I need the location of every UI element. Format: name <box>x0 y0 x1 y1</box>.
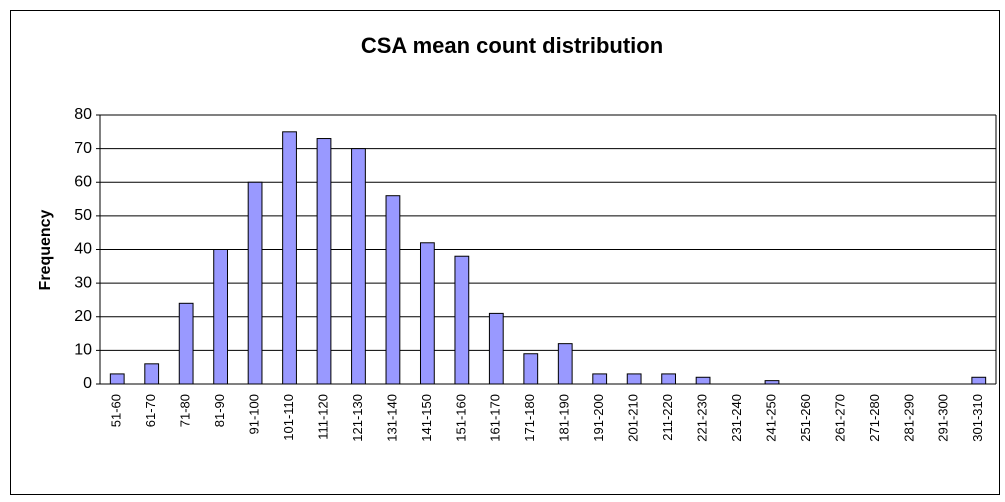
y-tick-label: 40 <box>74 241 92 258</box>
x-tick-label: 301-310 <box>970 394 985 442</box>
x-tick-label: 221-230 <box>695 394 710 442</box>
y-tick-label: 50 <box>74 207 92 224</box>
bar <box>351 148 366 385</box>
x-tick-label: 291-300 <box>936 394 951 442</box>
x-tick-label: 131-140 <box>384 394 399 442</box>
x-tick-label: 191-200 <box>591 394 606 442</box>
x-tick-label: 121-130 <box>350 394 365 442</box>
chart-title: CSA mean count distribution <box>361 33 663 58</box>
bar <box>764 380 780 385</box>
y-tick-label: 0 <box>83 375 92 392</box>
x-tick-label: 261-270 <box>832 394 847 442</box>
x-tick-label: 101-110 <box>281 394 296 441</box>
bar <box>247 181 263 385</box>
bar <box>316 138 332 385</box>
bar <box>592 373 608 385</box>
bar <box>626 373 642 385</box>
x-tick-label: 181-190 <box>557 394 572 442</box>
bar <box>419 242 435 385</box>
x-tick-label: 271-280 <box>867 394 882 442</box>
bar <box>282 131 297 385</box>
bar <box>178 302 194 385</box>
bar <box>488 312 504 385</box>
y-tick-label: 20 <box>74 308 92 325</box>
bar <box>523 353 539 385</box>
x-tick-label: 211-220 <box>660 394 675 441</box>
x-tick-label: 51-60 <box>109 394 124 427</box>
bar <box>109 373 125 385</box>
x-tick-label: 161-170 <box>488 394 503 442</box>
y-axis-label: Frequency <box>37 209 54 290</box>
bar <box>213 249 229 385</box>
x-tick-label: 231-240 <box>729 394 744 442</box>
x-tick-label: 151-160 <box>453 394 468 442</box>
y-tick-label: 30 <box>74 274 92 291</box>
x-tick-label: 71-80 <box>178 394 193 427</box>
x-tick-label: 171-180 <box>522 394 537 442</box>
bar <box>971 376 987 385</box>
bar <box>454 255 470 385</box>
x-tick-label: 81-90 <box>212 394 227 427</box>
bar <box>557 343 573 385</box>
y-tick-label: 80 <box>74 106 92 123</box>
bar <box>695 376 711 385</box>
x-tick-label: 141-150 <box>419 394 434 442</box>
x-tick-label: 61-70 <box>143 394 158 427</box>
x-tick-label: 251-260 <box>798 394 813 442</box>
chart-border <box>10 10 1000 495</box>
x-tick-label: 201-210 <box>626 394 641 442</box>
x-tick-label: 241-250 <box>763 394 778 442</box>
y-tick-label: 70 <box>74 140 92 157</box>
x-tick-label: 281-290 <box>901 394 916 442</box>
bar <box>661 373 677 385</box>
bar <box>385 195 401 385</box>
x-tick-label: 91-100 <box>247 394 262 434</box>
y-tick-label: 10 <box>74 342 92 359</box>
y-tick-label: 60 <box>74 173 92 190</box>
bar <box>144 363 160 385</box>
x-tick-label: 111-120 <box>315 394 330 440</box>
